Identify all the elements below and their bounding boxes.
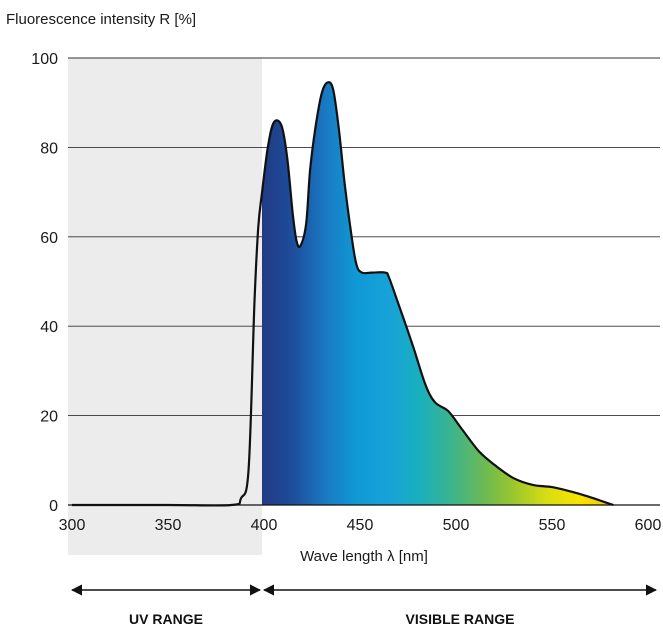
y-tick-labels: 0 20 40 60 80 100 [31,51,58,515]
y-tick-0: 0 [49,498,58,515]
spectrum-fill [262,82,614,505]
x-tick-550: 550 [539,517,566,534]
y-tick-100: 100 [31,51,58,68]
uv-range-shading [68,58,262,555]
grid-lines [68,57,660,417]
y-tick-60: 60 [40,230,58,247]
y-tick-40: 40 [40,319,58,336]
x-tick-500: 500 [443,517,470,534]
range-indicators: UV RANGE VISIBLE RANGE [70,584,658,627]
x-tick-350: 350 [155,517,182,534]
y-tick-20: 20 [40,409,58,426]
x-axis-label: Wave length λ [nm] [300,548,428,565]
range-label-uv: UV RANGE [129,611,203,627]
x-tick-600: 600 [635,517,662,534]
range-label-visible: VISIBLE RANGE [406,611,515,627]
x-tick-450: 450 [347,517,374,534]
fluorescence-curve [72,81,614,507]
y-tick-80: 80 [40,140,58,157]
x-tick-400: 400 [251,517,278,534]
x-tick-300: 300 [59,517,86,534]
x-tick-labels: 300 350 400 450 500 550 600 [59,517,662,534]
y-axis-label: Fluorescence intensity R [%] [6,11,196,28]
